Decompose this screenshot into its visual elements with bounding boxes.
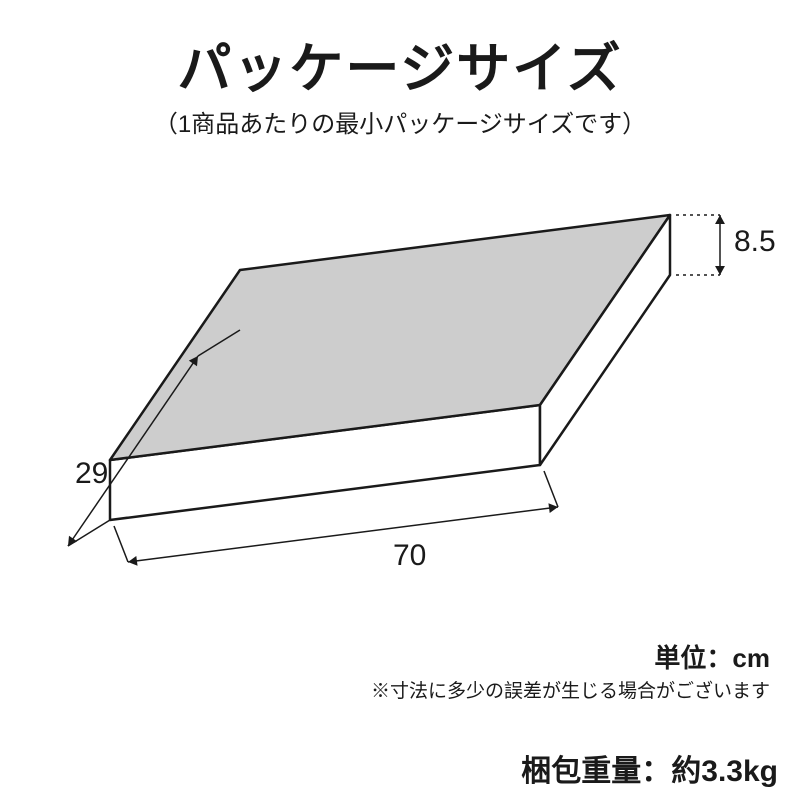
packing-weight: 梱包重量：約3.3kg xyxy=(521,746,778,790)
dim-width-label: 70 xyxy=(393,539,426,573)
page-subtitle: （1商品あたりの最小パッケージサイズです） xyxy=(0,104,800,139)
dim-height-label: 8.5 xyxy=(734,225,776,259)
page-title: パッケージサイズ xyxy=(0,24,800,103)
package-diagram: 29 70 8.5 xyxy=(50,170,750,590)
unit-label: 単位：cm xyxy=(654,638,770,675)
dim-depth-label: 29 xyxy=(75,457,108,491)
cuboid-svg xyxy=(50,170,750,590)
tolerance-note: ※寸法に多少の誤差が生じる場合がございます xyxy=(371,676,770,703)
